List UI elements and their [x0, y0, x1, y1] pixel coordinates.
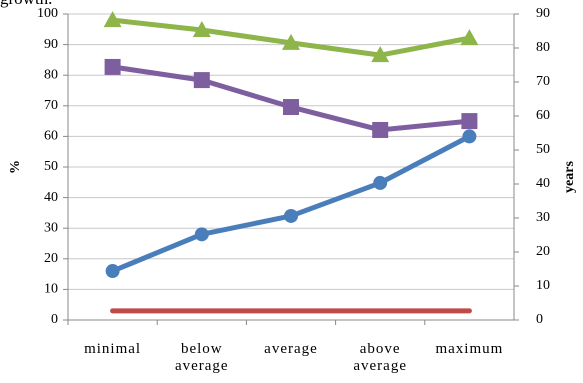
point: [284, 208, 298, 223]
series-line: [110, 64, 472, 133]
y2-tick-label: 60: [536, 108, 550, 123]
y-tick-label: 20: [44, 251, 58, 266]
y-tick-label: 100: [37, 6, 58, 21]
point: [193, 72, 210, 89]
x-tick-label: below average: [174, 341, 229, 374]
x-tick-label: above average: [353, 341, 407, 374]
y2-tick-label: 90: [536, 6, 550, 21]
y-tick-label: 30: [44, 220, 58, 235]
x-tick-label: minimal: [84, 341, 142, 357]
y-tick-label: 10: [44, 282, 58, 297]
y-tick-label: 70: [44, 98, 58, 113]
point: [462, 129, 477, 144]
y-tick-label: 60: [44, 129, 58, 144]
y-tick-label: 50: [44, 159, 58, 174]
y2-tick-label: 0: [536, 312, 543, 327]
point: [194, 227, 209, 242]
point: [461, 113, 478, 130]
point: [282, 33, 300, 50]
y-tick-label: 80: [44, 67, 58, 82]
point: [104, 58, 121, 75]
point: [103, 11, 122, 28]
x-tick-label: maximum: [435, 341, 504, 357]
y-axis-label: %: [8, 160, 23, 174]
point: [283, 99, 299, 116]
y2-axis-label: years: [562, 161, 577, 193]
y-tick-label: 40: [44, 190, 58, 205]
point: [373, 175, 388, 190]
y2-tick-label: 70: [536, 74, 550, 89]
y2-tick-label: 50: [536, 142, 550, 157]
point: [371, 46, 390, 63]
y-tick-label: 0: [51, 312, 58, 327]
point: [460, 29, 479, 46]
x-tick-label: average: [264, 341, 318, 357]
y2-tick-label: 80: [536, 40, 550, 55]
y2-tick-label: 40: [536, 176, 550, 191]
point: [372, 121, 389, 138]
y2-tick-label: 20: [536, 244, 550, 259]
series-line: [110, 133, 472, 274]
y2-tick-label: 10: [536, 278, 550, 293]
point: [105, 264, 120, 279]
y2-tick-label: 30: [536, 210, 550, 225]
y-tick-label: 90: [44, 37, 58, 52]
point: [192, 20, 211, 37]
chart-title: growth.: [0, 0, 52, 9]
